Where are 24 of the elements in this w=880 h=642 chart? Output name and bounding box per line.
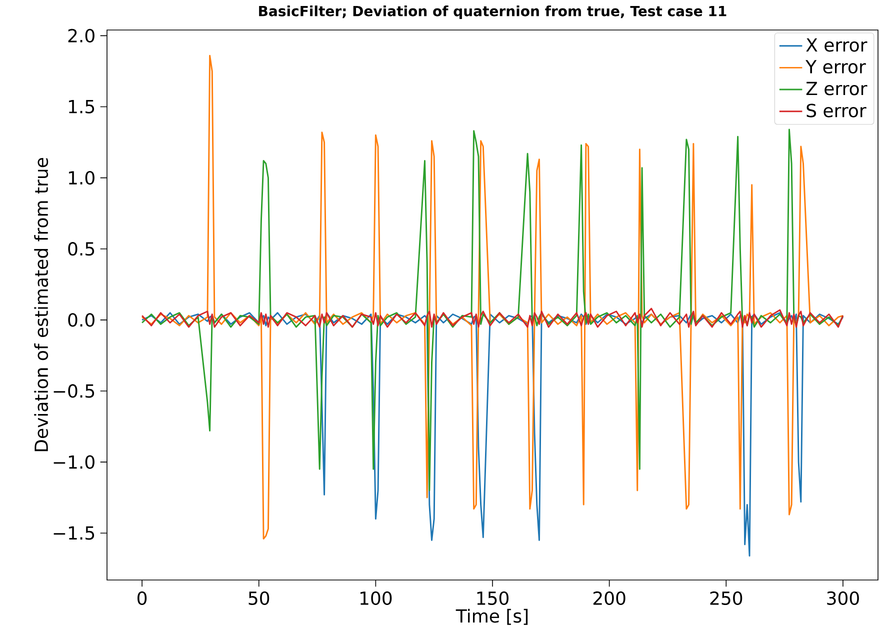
x-tick-label: 300 [827, 591, 859, 605]
legend-label: S error [806, 104, 866, 118]
x-tick-label: 150 [477, 591, 508, 605]
x-tick-label: 250 [710, 591, 742, 605]
y-tick-label: −1.0 [54, 455, 94, 469]
y-tick-label: 2.0 [68, 28, 94, 42]
y-tick-label: 0.5 [68, 242, 94, 256]
x-tick-label: 0 [138, 591, 147, 605]
y-tick-label: 1.5 [68, 100, 94, 114]
y-tick-label: −1.5 [54, 526, 94, 540]
y-axis-title: Deviation of estimated from true [34, 158, 48, 452]
x-axis-title: Time [s] [456, 608, 528, 625]
line-series [141, 128, 844, 492]
x-tick-label: 100 [360, 591, 392, 605]
y-tick-label: 1.0 [68, 170, 94, 185]
legend-label: Y error [806, 60, 866, 74]
chart-title: BasicFilter; Deviation of quaternion from true, Test case 11 [259, 6, 726, 20]
legend-label: Z error [806, 82, 868, 96]
legend-label: X error [806, 38, 868, 52]
y-tick-label: 0.0 [68, 313, 94, 327]
line-series [141, 308, 844, 328]
x-tick-label: 50 [248, 591, 270, 605]
y-tick-label: −0.5 [54, 384, 94, 398]
x-tick-label: 200 [593, 591, 626, 605]
